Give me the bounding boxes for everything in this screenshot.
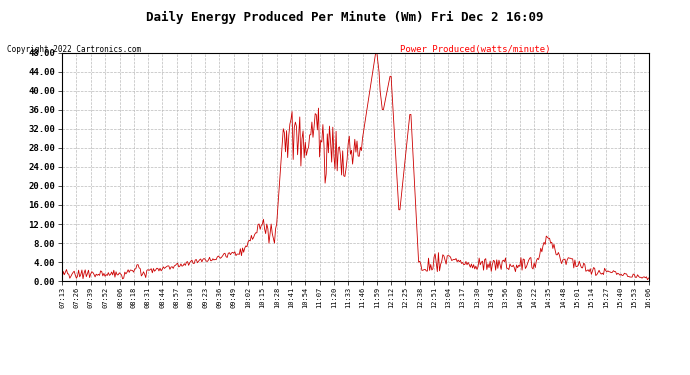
Text: Daily Energy Produced Per Minute (Wm) Fri Dec 2 16:09: Daily Energy Produced Per Minute (Wm) Fr… <box>146 11 544 24</box>
Text: Copyright 2022 Cartronics.com: Copyright 2022 Cartronics.com <box>7 45 141 54</box>
Text: Power Produced(watts/minute): Power Produced(watts/minute) <box>400 45 551 54</box>
